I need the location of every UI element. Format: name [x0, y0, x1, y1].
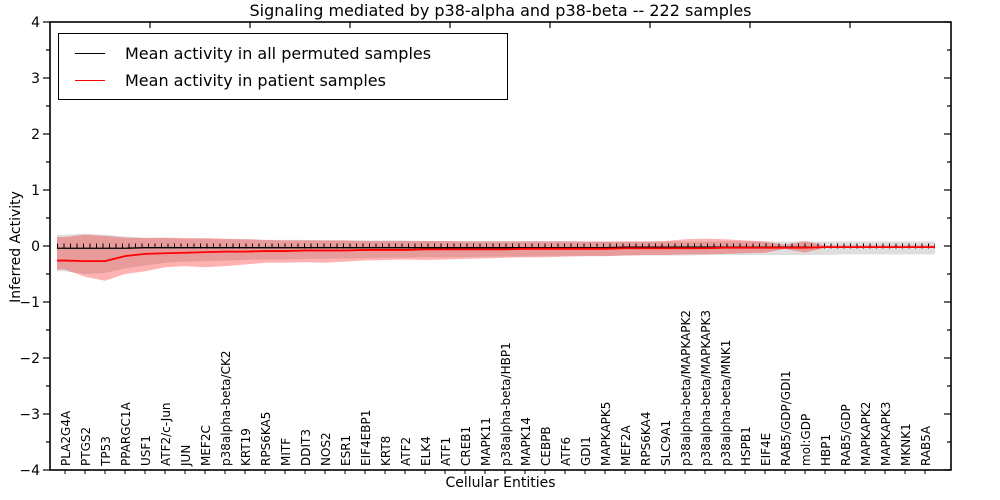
category-label: ATF1	[439, 437, 453, 466]
category-label: RAB5/GDP	[839, 404, 853, 466]
category-label: JUN	[179, 445, 193, 467]
category-label: MKNK1	[899, 423, 913, 466]
category-label: MAPKAPK3	[879, 402, 893, 466]
y-tick-labels: 4 3 2 1 0 −1 −2 −3 −4	[19, 15, 40, 479]
category-label: ATF6	[559, 437, 573, 466]
confidence-bands	[57, 233, 935, 281]
category-label: DDIT3	[299, 429, 313, 466]
category-label: CREB1	[459, 426, 473, 466]
category-label: p38alpha-beta/CK2	[219, 351, 233, 466]
category-label: ELK4	[419, 436, 433, 466]
category-label: NOS2	[319, 432, 333, 466]
category-label: ATF2/c-Jun	[159, 402, 173, 466]
y-tick-label: −4	[19, 463, 40, 479]
chart-title: Signaling mediated by p38-alpha and p38-…	[249, 1, 752, 20]
legend-line-sample-black	[75, 52, 105, 54]
category-label: MAPKAPK2	[859, 402, 873, 466]
mean-lines	[57, 243, 935, 263]
category-label: HSPB1	[739, 426, 753, 466]
category-label: HBP1	[819, 434, 833, 466]
category-label: MAPKAPK5	[599, 402, 613, 466]
x-axis-label: Cellular Entities	[445, 475, 556, 491]
band-permuted	[57, 233, 935, 274]
category-label: TP53	[99, 436, 113, 467]
category-label: MEF2A	[619, 425, 633, 466]
category-label: MAPK11	[479, 417, 493, 466]
category-labels: PLA2G4A PTGS2 TP53 PPARGC1A USF1 ATF2/c-Jun JU…	[59, 310, 933, 467]
category-label: CEBPB	[539, 426, 553, 466]
y-axis-ticks	[43, 21, 951, 471]
category-label: p38alpha-beta/HBP1	[499, 342, 513, 466]
category-label: EIF4EBP1	[359, 410, 373, 466]
y-tick-label: 2	[31, 127, 40, 143]
category-label: KRT8	[379, 436, 393, 466]
category-label: MEF2C	[199, 425, 213, 466]
y-tick-label: −2	[19, 351, 40, 367]
category-label: PLA2G4A	[59, 410, 73, 466]
legend-box: Mean activity in all permuted samples Me…	[58, 33, 508, 100]
band-patient	[57, 234, 935, 281]
legend-label: Mean activity in patient samples	[125, 70, 386, 90]
category-label: KRT19	[239, 428, 253, 466]
category-label: PPARGC1A	[119, 401, 133, 466]
category-label: RAB5A	[919, 425, 933, 466]
category-label: SLC9A1	[659, 420, 673, 466]
x-axis-ticks	[64, 22, 926, 474]
category-label: PTGS2	[79, 427, 93, 466]
category-label: p38alpha-beta/MAPKAPK2	[679, 310, 693, 466]
legend-item-permuted: Mean activity in all permuted samples	[59, 43, 507, 63]
category-label: MAPK14	[519, 417, 533, 466]
category-label: EIF4E	[759, 433, 773, 466]
category-label: p38alpha-beta/MNK1	[719, 340, 733, 466]
legend-item-patient: Mean activity in patient samples	[59, 70, 507, 90]
mean-line-patient	[57, 246, 935, 263]
y-tick-label: −1	[19, 295, 40, 311]
category-label: RAB5/GDP/GDI1	[779, 370, 793, 466]
category-label: USF1	[139, 435, 153, 466]
category-label: p38alpha-beta/MAPKAPK3	[699, 310, 713, 466]
category-label: MITF	[279, 438, 293, 466]
category-label: RPS6KA5	[259, 412, 273, 466]
category-label: mol:GDP	[799, 414, 813, 466]
y-tick-label: 0	[31, 239, 40, 255]
legend-line-sample-red	[75, 79, 105, 81]
y-tick-label: −3	[19, 407, 40, 423]
category-label: RPS6KA4	[639, 412, 653, 466]
category-label: ESR1	[339, 435, 353, 466]
y-tick-label: 3	[31, 71, 40, 87]
legend-label: Mean activity in all permuted samples	[125, 43, 432, 63]
category-label: GDI1	[579, 436, 593, 466]
y-tick-label: 1	[31, 183, 40, 199]
category-label: ATF2	[399, 437, 413, 466]
y-tick-label: 4	[31, 15, 40, 31]
